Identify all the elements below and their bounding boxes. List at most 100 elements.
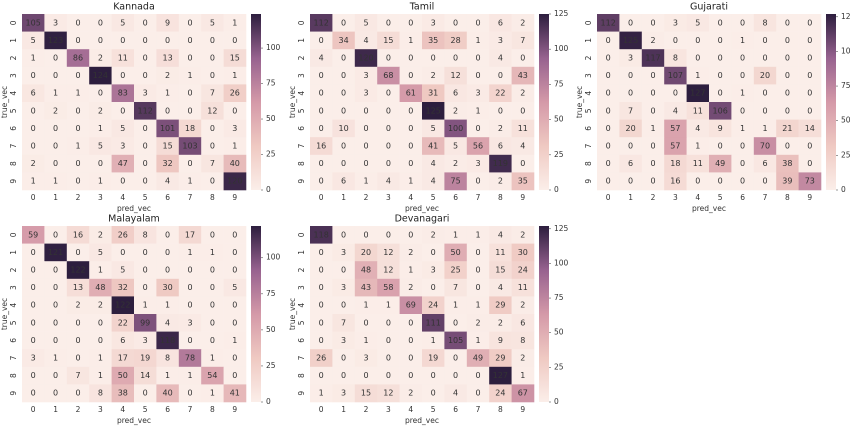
cell-label: 10 — [339, 124, 349, 133]
y-tick-label: 3 — [297, 73, 306, 78]
heatmap-cell — [178, 278, 202, 297]
cell-label: 0 — [341, 18, 346, 27]
heatmap-cell — [89, 349, 112, 368]
x-tick-label: 7 — [763, 193, 768, 202]
x-tick-label: 5 — [431, 405, 436, 414]
y-tick-label: 6 — [584, 126, 593, 131]
cell-label: 0 — [341, 142, 346, 151]
heatmap-cell — [597, 49, 620, 68]
heatmap-cell — [798, 172, 822, 191]
cell-label: 0 — [165, 230, 170, 239]
cell-label: 1 — [210, 389, 215, 398]
heatmap-cell — [111, 154, 135, 173]
colorbar-tick-label: 125 — [554, 9, 569, 18]
heatmap-cell — [597, 137, 620, 156]
heatmap-cell — [489, 84, 512, 103]
cell-label: 0 — [740, 159, 745, 168]
x-tick-label: 0 — [606, 193, 611, 202]
cell-label: 59 — [28, 230, 38, 239]
heatmap-cell — [111, 172, 135, 191]
cell-label: 0 — [785, 54, 790, 63]
cell-label: 1 — [210, 354, 215, 363]
heatmap-cell — [377, 349, 400, 368]
heatmap-cell — [511, 66, 535, 85]
heatmap-cell — [332, 84, 356, 103]
heatmap-cell — [422, 154, 445, 173]
heatmap-cell — [641, 172, 665, 191]
heatmap-cell — [422, 261, 445, 280]
cell-label: 0 — [520, 106, 525, 115]
heatmap-cell — [422, 137, 445, 156]
heatmap-cell — [201, 261, 224, 280]
heatmap-cell — [511, 366, 535, 385]
heatmap-cell — [619, 172, 643, 191]
colorbar-tick-label: 0 — [841, 185, 846, 194]
y-tick-label: 8 — [297, 373, 306, 378]
heatmap-cell — [332, 278, 356, 297]
cell-label: 125 — [426, 106, 441, 115]
colorbar-tick-label: 50 — [841, 116, 850, 125]
heatmap-cell — [377, 331, 400, 350]
cell-label: 0 — [740, 106, 745, 115]
heatmap-cell — [89, 296, 112, 315]
heatmap-cell — [22, 314, 45, 332]
heatmap-cell — [731, 137, 755, 156]
cell-label: 12 — [451, 71, 461, 80]
cell-label: 21 — [782, 124, 792, 133]
cell-label: 0 — [740, 142, 745, 151]
cell-label: 16 — [670, 177, 680, 186]
cell-label: 2 — [453, 106, 458, 115]
cell-label: 0 — [143, 18, 148, 27]
heatmap-cell — [223, 14, 247, 32]
heatmap-cell — [399, 66, 423, 85]
cell-label: 0 — [650, 177, 655, 186]
heatmap-cell — [798, 49, 822, 68]
heatmap-cell — [89, 66, 112, 85]
heatmap-cell — [156, 49, 180, 68]
y-tick-label: 2 — [297, 267, 306, 272]
heatmap-cell — [44, 154, 68, 173]
heatmap-cell — [134, 154, 157, 173]
heatmap-cell — [466, 137, 490, 156]
cell-label: 0 — [31, 283, 36, 292]
cell-label: 0 — [363, 106, 368, 115]
cell-label: 0 — [232, 36, 237, 45]
cell-label: 0 — [408, 318, 413, 327]
cell-label: 2 — [165, 71, 170, 80]
cell-label: 1 — [475, 336, 480, 345]
cell-label: 15 — [230, 54, 240, 63]
heatmap-cell — [178, 172, 202, 191]
cell-label: 24 — [428, 301, 438, 310]
heatmap-cell — [664, 84, 687, 103]
heatmap-cell — [22, 31, 45, 50]
cell-label: 0 — [807, 36, 812, 45]
chart-title: Malayalam — [108, 214, 160, 225]
heatmap-cell — [686, 14, 710, 32]
heatmap-cell — [310, 349, 333, 368]
heatmap-cell — [201, 314, 224, 332]
cell-label: 0 — [232, 354, 237, 363]
heatmap-cell — [111, 84, 135, 103]
heatmap-cell — [201, 31, 224, 50]
cell-label: 0 — [718, 177, 723, 186]
cell-label: 73 — [805, 177, 815, 186]
cell-label: 0 — [165, 248, 170, 257]
cell-label: 0 — [53, 336, 58, 345]
cell-label: 69 — [406, 301, 416, 310]
heatmap-cell — [731, 154, 755, 173]
cell-label: 13 — [163, 54, 173, 63]
heatmap-cell — [44, 366, 68, 385]
heatmap-cell — [134, 278, 157, 297]
cell-label: 0 — [232, 230, 237, 239]
cell-label: 1 — [408, 266, 413, 275]
heatmap-cell — [619, 102, 643, 120]
chart-title: Kannada — [113, 2, 155, 13]
x-tick-label: 6 — [453, 193, 458, 202]
heatmap-cell — [332, 66, 356, 85]
cell-label: 32 — [118, 283, 128, 292]
heatmap-cell — [201, 102, 224, 120]
cell-label: 1 — [431, 336, 436, 345]
heatmap-cell — [332, 366, 356, 385]
heatmap-cell — [111, 261, 135, 280]
y-tick-label: 7 — [297, 143, 306, 148]
